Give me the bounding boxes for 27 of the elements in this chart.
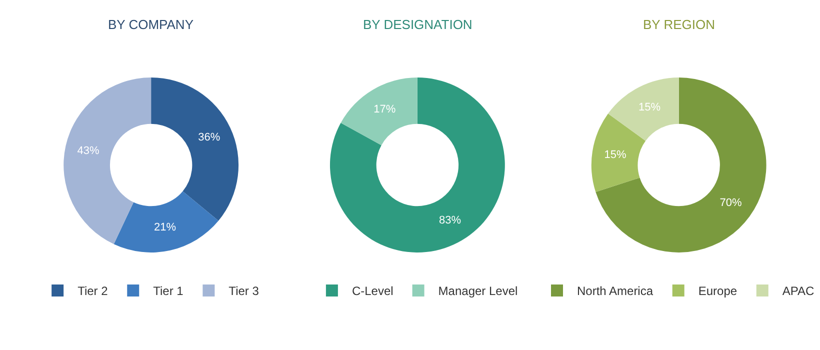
donut-slice <box>151 78 238 221</box>
data-label: 17% <box>374 104 396 116</box>
data-label: 15% <box>638 102 661 114</box>
legend-label: C-Level <box>352 284 394 298</box>
chart-title: BY REGION <box>643 17 716 32</box>
legend-label: North America <box>577 284 654 298</box>
donut-slice <box>608 78 679 141</box>
data-label: 36% <box>198 132 220 144</box>
legend-label: Europe <box>698 284 738 298</box>
legend-label: Manager Level <box>438 284 518 298</box>
donut-slice <box>64 78 152 244</box>
data-label: 83% <box>439 214 462 226</box>
donut-slice <box>330 78 505 252</box>
legend-label: Tier 2 <box>78 284 108 298</box>
donut-slice <box>340 78 418 146</box>
legend-label: Tier 3 <box>228 284 260 298</box>
donut-slice <box>591 114 646 192</box>
data-label: 15% <box>604 148 626 161</box>
data-label: 21% <box>154 222 176 234</box>
chart-title: BY DESIGNATION <box>363 17 472 32</box>
legend-label: Tier 1 <box>153 284 184 298</box>
donut-slice <box>114 191 218 252</box>
data-label: 43% <box>77 144 100 157</box>
donut-slice <box>596 78 766 252</box>
legend-label: APAC <box>782 284 814 298</box>
chart-title: BY COMPANY <box>108 17 194 32</box>
data-label: 70% <box>720 196 742 209</box>
